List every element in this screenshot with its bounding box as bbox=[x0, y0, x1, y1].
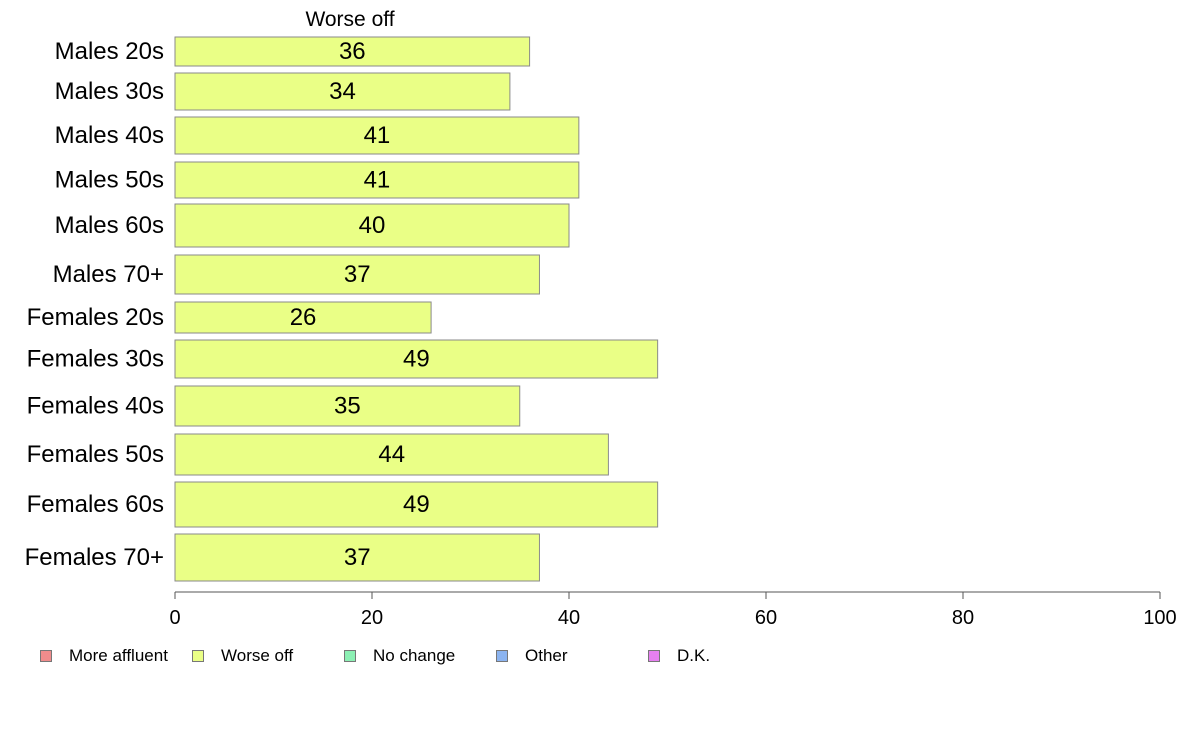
bar-value-label: 49 bbox=[403, 491, 430, 518]
legend-item: More affluent bbox=[40, 646, 168, 666]
category-label: Females 70+ bbox=[25, 544, 164, 571]
chart-title: Worse off bbox=[305, 8, 394, 31]
category-label: Females 40s bbox=[27, 393, 164, 420]
legend-label: Worse off bbox=[221, 646, 294, 665]
category-label: Males 70+ bbox=[53, 261, 164, 288]
legend-swatch bbox=[40, 650, 52, 662]
category-label: Females 60s bbox=[27, 491, 164, 518]
bar bbox=[174, 385, 521, 427]
bar-value-label: 37 bbox=[344, 544, 371, 571]
category-label: Females 30s bbox=[27, 346, 164, 373]
bar-value-label: 36 bbox=[339, 38, 366, 65]
legend-item: D.K. bbox=[648, 646, 710, 666]
bar bbox=[174, 254, 540, 295]
bar bbox=[174, 481, 659, 528]
legend-swatch bbox=[344, 650, 356, 662]
category-label: Males 20s bbox=[55, 38, 164, 65]
legend-label: No change bbox=[373, 646, 456, 665]
legend-item: Other bbox=[496, 646, 568, 666]
bar bbox=[174, 203, 570, 248]
bar-value-label: 41 bbox=[364, 167, 391, 194]
bar-value-label: 40 bbox=[359, 212, 386, 239]
legend-swatch bbox=[648, 650, 660, 662]
x-tick-label: 60 bbox=[755, 607, 777, 629]
bar bbox=[174, 72, 511, 111]
bar-value-label: 49 bbox=[403, 346, 430, 373]
bar-value-label: 34 bbox=[329, 78, 356, 105]
bar-value-label: 26 bbox=[290, 304, 317, 331]
legend-item: Worse off bbox=[192, 646, 293, 666]
bar bbox=[174, 433, 609, 476]
category-label: Males 50s bbox=[55, 167, 164, 194]
bar-value-label: 41 bbox=[364, 122, 391, 149]
bar-value-label: 37 bbox=[344, 261, 371, 288]
bars-layer: 36 Males 20s 34 Males 30s 41 Males 40s 41 Males… bbox=[25, 36, 659, 582]
category-label: Males 30s bbox=[55, 78, 164, 105]
x-tick-label: 40 bbox=[558, 607, 580, 629]
bar bbox=[174, 533, 540, 582]
x-tick-label: 20 bbox=[361, 607, 383, 629]
bar bbox=[174, 339, 659, 379]
legend-swatch bbox=[192, 650, 204, 662]
bar bbox=[174, 161, 580, 199]
bar-value-label: 35 bbox=[334, 393, 361, 420]
bar-value-label: 44 bbox=[378, 441, 405, 468]
legend-item: No change bbox=[344, 646, 455, 666]
legend-label: More affluent bbox=[69, 646, 168, 665]
category-label: Males 40s bbox=[55, 122, 164, 149]
category-label: Females 20s bbox=[27, 304, 164, 331]
category-label: Females 50s bbox=[27, 441, 164, 468]
x-tick-label: 100 bbox=[1143, 607, 1176, 629]
bar bbox=[174, 301, 432, 334]
x-tick-label: 80 bbox=[952, 607, 974, 629]
chart: Worse off 36 Males 20s 34 Males 30s 41 Males … bbox=[25, 8, 1177, 629]
x-tick-label: 0 bbox=[169, 607, 180, 629]
bar bbox=[174, 36, 531, 67]
legend-swatch bbox=[496, 650, 508, 662]
bar bbox=[174, 116, 580, 155]
legend-label: Other bbox=[525, 646, 568, 665]
category-label: Males 60s bbox=[55, 212, 164, 239]
legend-label: D.K. bbox=[677, 646, 711, 665]
x-axis: 0 20 40 60 80 100 bbox=[169, 591, 1177, 629]
